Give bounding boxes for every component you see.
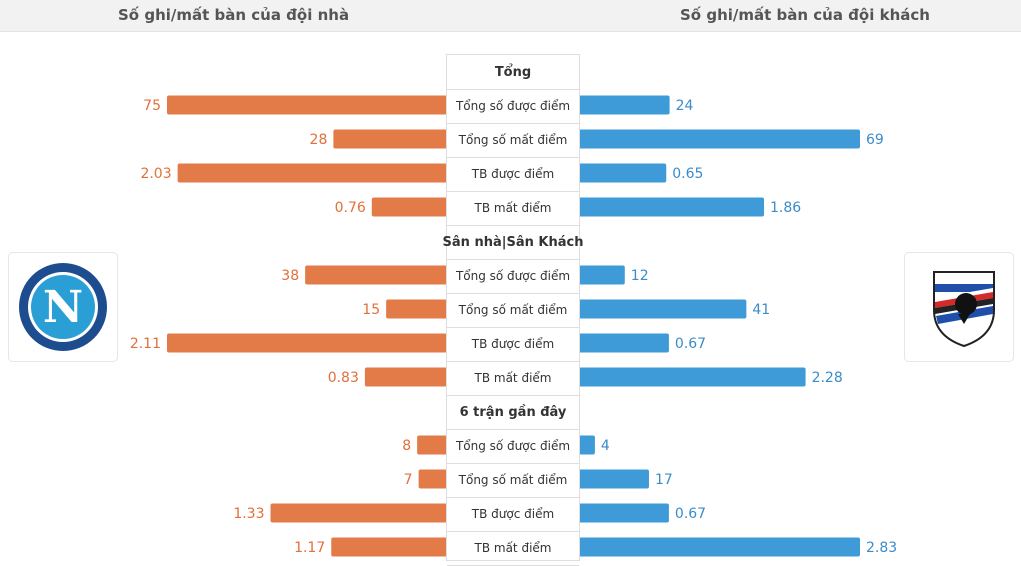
away-bar	[578, 265, 625, 285]
home-bar	[167, 95, 447, 115]
away-value-label: 24	[676, 98, 694, 114]
away-team-logo	[904, 252, 1014, 362]
away-bar	[578, 503, 669, 523]
stat-label: Tổng số được điểm	[447, 429, 579, 464]
home-bar	[364, 367, 447, 387]
away-value-label: 1.86	[770, 200, 801, 216]
home-team-title: Số ghi/mất bàn của đội nhà	[118, 6, 350, 24]
stat-label: Tổng số được điểm	[447, 89, 579, 124]
away-value-label: 0.65	[672, 166, 703, 182]
home-bar	[177, 163, 447, 183]
away-value-label: 17	[655, 472, 673, 488]
home-bar	[371, 197, 447, 217]
home-team-logo: N	[8, 252, 118, 362]
stat-label: TB mất điểm	[447, 361, 579, 396]
home-bar	[333, 129, 447, 149]
away-bar	[578, 469, 649, 489]
home-bar	[386, 299, 447, 319]
home-value-label: 75	[143, 98, 161, 114]
stat-label: TB được điểm	[447, 497, 579, 532]
header-bar: Số ghi/mất bàn của đội nhà Số ghi/mất bà…	[0, 0, 1021, 32]
home-value-label: 0.76	[335, 200, 366, 216]
stat-label: Tổng số mất điểm	[447, 463, 579, 498]
section-title: Sân nhà|Sân Khách	[443, 225, 583, 260]
home-value-label: 2.03	[140, 166, 171, 182]
away-value-label: 4	[601, 438, 610, 454]
home-value-label: 0.83	[328, 370, 359, 386]
home-value-label: 8	[402, 438, 411, 454]
home-bar	[331, 537, 447, 557]
home-value-label: 1.17	[294, 540, 325, 556]
away-value-label: 2.28	[812, 370, 843, 386]
stat-label: Tổng số mất điểm	[447, 123, 579, 158]
away-value-label: 2.83	[866, 540, 897, 556]
home-value-label: 7	[404, 472, 413, 488]
stat-label: TB mất điểm	[447, 191, 579, 226]
home-value-label: 28	[310, 132, 328, 148]
away-value-label: 69	[866, 132, 884, 148]
home-bar	[418, 469, 447, 489]
stat-labels-column: Tổng Tổng số được điểm Tổng số mất điểm TB …	[443, 54, 583, 566]
home-bar	[270, 503, 447, 523]
away-bar	[578, 95, 670, 115]
stat-label: Tổng số được điểm	[447, 259, 579, 294]
away-team-title: Số ghi/mất bàn của đội khách	[680, 6, 930, 24]
napoli-crest-icon: N	[19, 263, 107, 351]
home-value-label: 2.11	[130, 336, 161, 352]
stat-label: TB được điểm	[447, 157, 579, 192]
away-bar	[578, 537, 860, 557]
home-bar	[417, 435, 447, 455]
away-bar	[578, 435, 595, 455]
home-value-label: 38	[281, 268, 299, 284]
sampdoria-crest-icon	[933, 271, 995, 348]
away-value-label: 0.67	[675, 336, 706, 352]
away-bar	[578, 367, 806, 387]
away-bar	[578, 163, 667, 183]
svg-text:N: N	[43, 282, 83, 333]
stat-label: TB được điểm	[447, 327, 579, 362]
away-bar	[578, 333, 669, 353]
away-value-label: 0.67	[675, 506, 706, 522]
away-bar	[578, 129, 860, 149]
away-value-label: 12	[631, 268, 649, 284]
section-title: 6 trận gần đây	[447, 395, 579, 430]
stat-label: Tổng số mất điểm	[447, 293, 579, 328]
home-bar	[167, 333, 447, 353]
home-bar	[305, 265, 447, 285]
away-bar	[578, 197, 765, 217]
home-value-label: 1.33	[233, 506, 264, 522]
away-value-label: 41	[752, 302, 770, 318]
away-bar	[578, 299, 747, 319]
section-title: Tổng	[447, 55, 579, 90]
home-value-label: 15	[362, 302, 380, 318]
